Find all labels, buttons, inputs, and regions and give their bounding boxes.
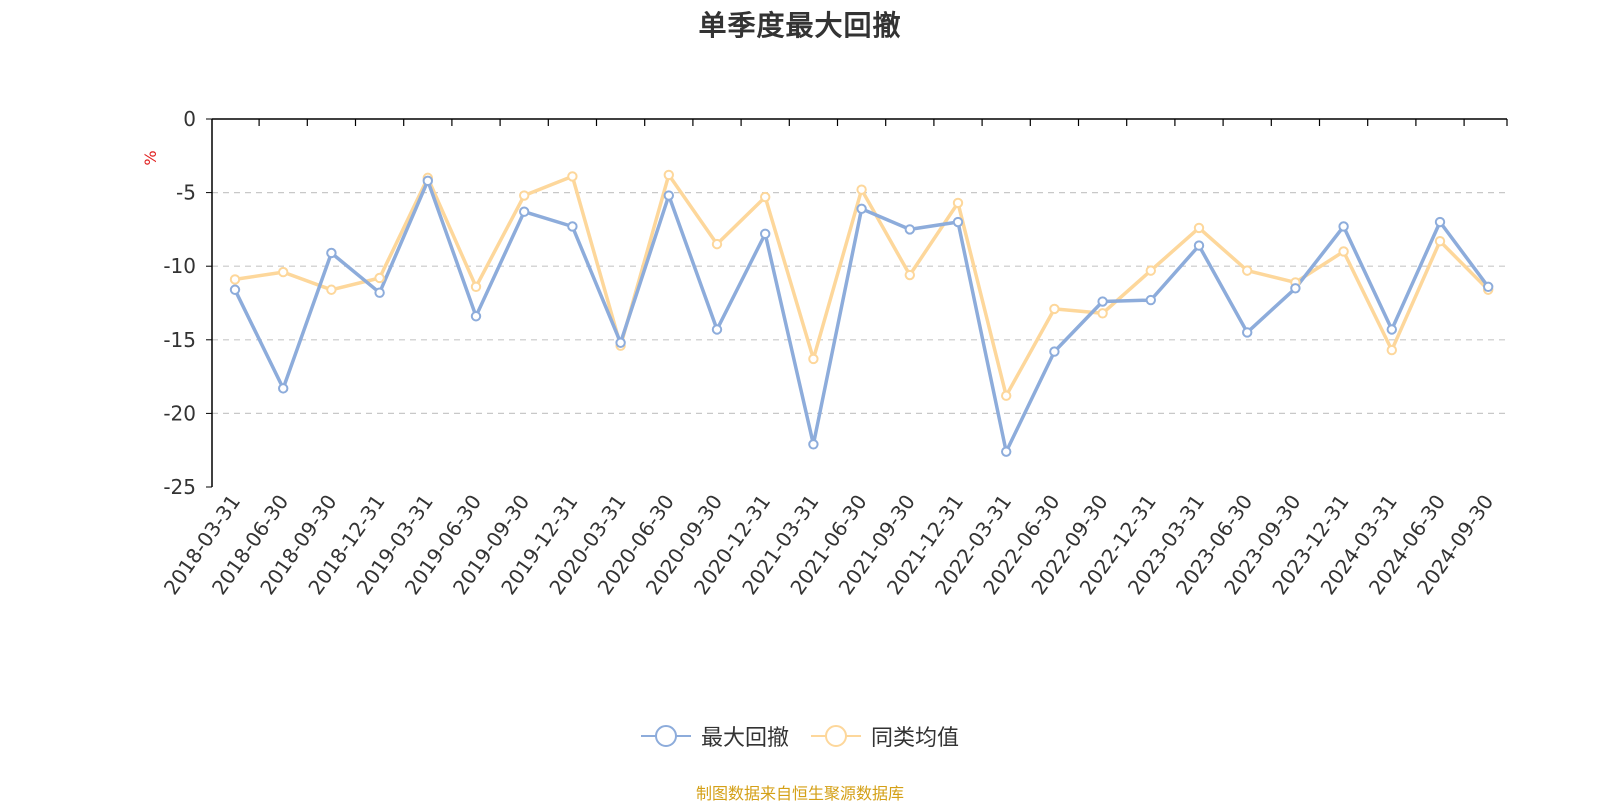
data-point-max-drawdown — [470, 311, 482, 322]
legend-item-max-drawdown[interactable]: 最大回撤 — [640, 720, 789, 752]
data-point-peer-average — [519, 190, 530, 201]
data-point-max-drawdown — [1386, 324, 1398, 335]
data-point-peer-average — [278, 266, 289, 278]
data-point-peer-average — [760, 191, 771, 203]
y-tick-label: 0 — [183, 107, 196, 131]
data-point-peer-average — [229, 274, 241, 285]
legend-swatch-peer-average-icon — [811, 725, 861, 747]
data-point-max-drawdown — [229, 284, 241, 295]
data-point-max-drawdown — [1097, 296, 1108, 307]
data-point-peer-average — [1001, 390, 1012, 401]
data-point-max-drawdown — [711, 324, 723, 335]
data-point-max-drawdown — [1049, 346, 1060, 357]
data-point-max-drawdown — [904, 224, 915, 235]
data-point-peer-average — [952, 197, 964, 209]
data-point-max-drawdown — [760, 228, 771, 240]
data-point-peer-average — [856, 184, 867, 195]
data-point-peer-average — [1338, 246, 1349, 257]
y-tick-label: -25 — [163, 475, 196, 499]
data-point-peer-average — [663, 169, 674, 181]
data-point-max-drawdown — [1290, 283, 1301, 294]
data-point-peer-average — [1434, 235, 1446, 247]
data-point-max-drawdown — [519, 206, 530, 217]
gridlines — [212, 192, 1507, 414]
y-tick-label: -15 — [163, 328, 196, 352]
y-axis-unit-label: % — [141, 150, 160, 165]
data-point-max-drawdown — [567, 221, 578, 232]
data-point-max-drawdown — [326, 247, 337, 259]
data-point-peer-average — [1242, 265, 1253, 276]
data-point-max-drawdown — [856, 203, 867, 214]
data-point-peer-average — [470, 281, 482, 293]
data-point-max-drawdown — [422, 175, 433, 187]
data-point-max-drawdown — [1242, 327, 1253, 338]
data-point-max-drawdown — [952, 216, 964, 228]
legend: 最大回撤 同类均值 — [0, 720, 1600, 752]
legend-label-peer-average: 同类均值 — [871, 726, 960, 751]
data-point-max-drawdown — [1145, 294, 1157, 306]
axes — [206, 118, 1508, 488]
legend-swatch-max-drawdown-icon — [640, 725, 691, 747]
data-point-max-drawdown — [1483, 281, 1494, 293]
data-point-peer-average — [1386, 344, 1398, 356]
data-point-peer-average — [1049, 303, 1060, 315]
data-point-max-drawdown — [1434, 216, 1446, 228]
data-point-peer-average — [374, 272, 385, 284]
tick-labels: 0-5-10-15-20-252018-03-312018-06-302018-… — [141, 107, 1498, 599]
series-lines — [233, 173, 1490, 454]
data-point-max-drawdown — [1001, 446, 1012, 457]
data-points — [229, 169, 1494, 457]
y-tick-label: -10 — [163, 254, 196, 278]
y-tick-label: -5 — [176, 181, 196, 205]
data-point-peer-average — [1097, 308, 1108, 319]
data-point-peer-average — [1193, 222, 1205, 234]
legend-label-max-drawdown: 最大回撤 — [700, 726, 789, 751]
legend-item-peer-average[interactable]: 同类均值 — [811, 720, 959, 752]
chart-title: 单季度最大回撤 — [698, 9, 902, 42]
data-point-max-drawdown — [278, 383, 289, 394]
y-tick-label: -20 — [163, 401, 196, 425]
data-point-peer-average — [567, 171, 578, 182]
data-point-peer-average — [1145, 265, 1157, 276]
data-point-max-drawdown — [1338, 221, 1349, 232]
data-point-peer-average — [904, 269, 915, 281]
data-point-max-drawdown — [663, 190, 674, 201]
data-point-peer-average — [711, 238, 723, 250]
data-point-max-drawdown — [1193, 240, 1205, 251]
data-point-peer-average — [326, 284, 337, 295]
series-line-max-drawdown — [233, 179, 1490, 454]
data-point-max-drawdown — [374, 287, 385, 298]
data-point-max-drawdown — [615, 337, 626, 348]
data-point-max-drawdown — [808, 439, 819, 450]
data-point-peer-average — [808, 353, 819, 365]
source-note: 制图数据来自恒生聚源数据库 — [695, 784, 904, 803]
